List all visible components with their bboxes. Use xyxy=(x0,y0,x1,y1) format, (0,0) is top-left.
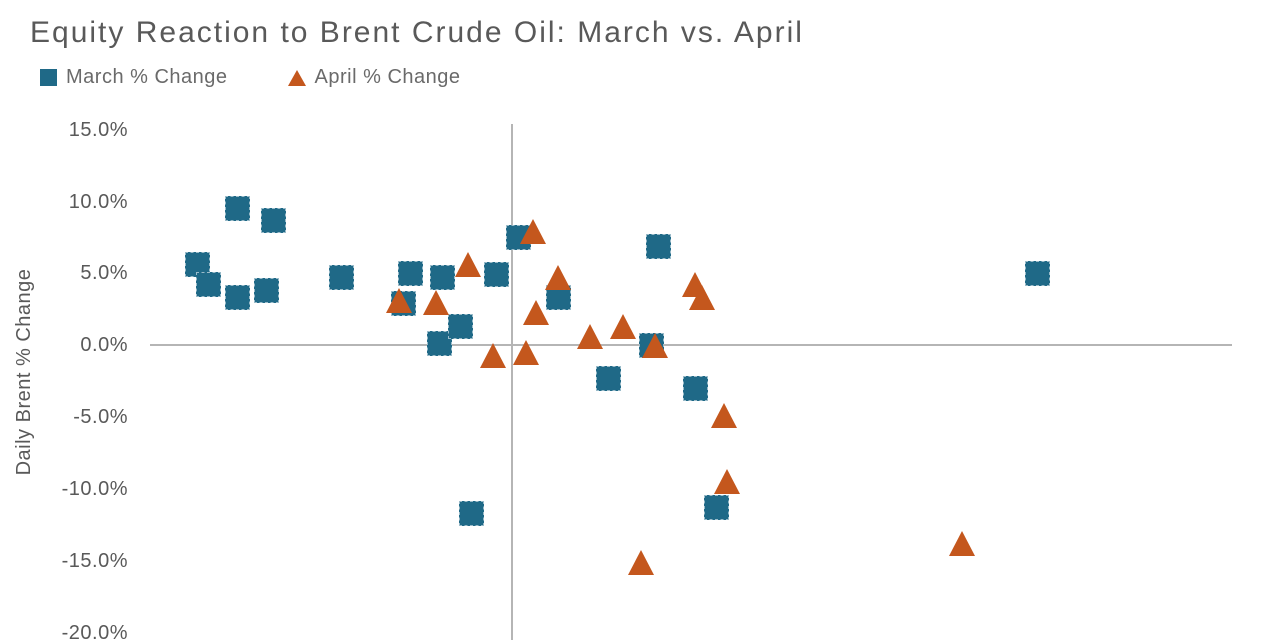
march-data-point xyxy=(253,278,279,304)
march-data-point xyxy=(195,272,221,298)
zero-gridline-vertical xyxy=(511,124,513,640)
april-data-point xyxy=(577,324,604,350)
march-data-point xyxy=(459,501,485,526)
march-data-point xyxy=(224,285,250,311)
april-data-point xyxy=(609,314,636,340)
y-tick-label: 15.0% xyxy=(68,118,128,141)
zero-gridline-horizontal xyxy=(150,344,1232,346)
march-data-point xyxy=(426,331,452,357)
april-data-point xyxy=(523,299,550,325)
april-data-point xyxy=(642,332,669,358)
april-data-point xyxy=(519,219,546,245)
chart-title: Equity Reaction to Brent Crude Oil: Marc… xyxy=(30,16,804,49)
march-square-icon xyxy=(40,69,57,86)
y-tick-label: -10.0% xyxy=(61,478,128,501)
march-data-point xyxy=(448,314,474,340)
april-data-point xyxy=(512,340,539,366)
march-data-point xyxy=(704,495,730,521)
march-data-point xyxy=(682,375,708,401)
y-axis-ticks: 15.0% 10.0% 5.0% 0.0% -5.0% -10.0% -15.0% -20.0… xyxy=(0,0,128,640)
april-triangle-icon xyxy=(287,69,306,86)
y-tick-label: 0.0% xyxy=(80,334,128,357)
legend-march-label: March % Change xyxy=(66,66,228,88)
legend: March % Change April % Change xyxy=(40,66,461,89)
legend-item-april: April % Change xyxy=(287,66,461,89)
y-tick-label: 10.0% xyxy=(68,190,128,213)
april-data-point xyxy=(710,403,737,429)
april-data-point xyxy=(454,252,481,278)
april-data-point xyxy=(948,531,975,557)
march-data-point xyxy=(1024,260,1050,286)
april-data-point xyxy=(627,549,654,575)
april-data-point xyxy=(714,469,741,495)
march-data-point xyxy=(397,260,423,286)
march-data-point xyxy=(329,265,355,291)
march-data-point xyxy=(596,365,621,391)
march-data-point xyxy=(484,262,510,288)
march-data-point xyxy=(430,265,456,291)
april-data-point xyxy=(386,288,413,314)
legend-april-label: April % Change xyxy=(314,66,461,88)
y-tick-label: 5.0% xyxy=(80,262,128,285)
y-tick-label: -20.0% xyxy=(61,621,128,640)
march-data-point xyxy=(260,207,286,233)
y-tick-label: -5.0% xyxy=(73,406,128,429)
april-data-point xyxy=(689,285,716,311)
march-data-point xyxy=(646,233,672,259)
april-data-point xyxy=(480,342,507,368)
march-data-point xyxy=(224,196,250,222)
y-tick-label: -15.0% xyxy=(61,549,128,572)
legend-item-march: March % Change xyxy=(40,66,228,89)
april-data-point xyxy=(545,265,572,291)
april-data-point xyxy=(422,289,449,315)
